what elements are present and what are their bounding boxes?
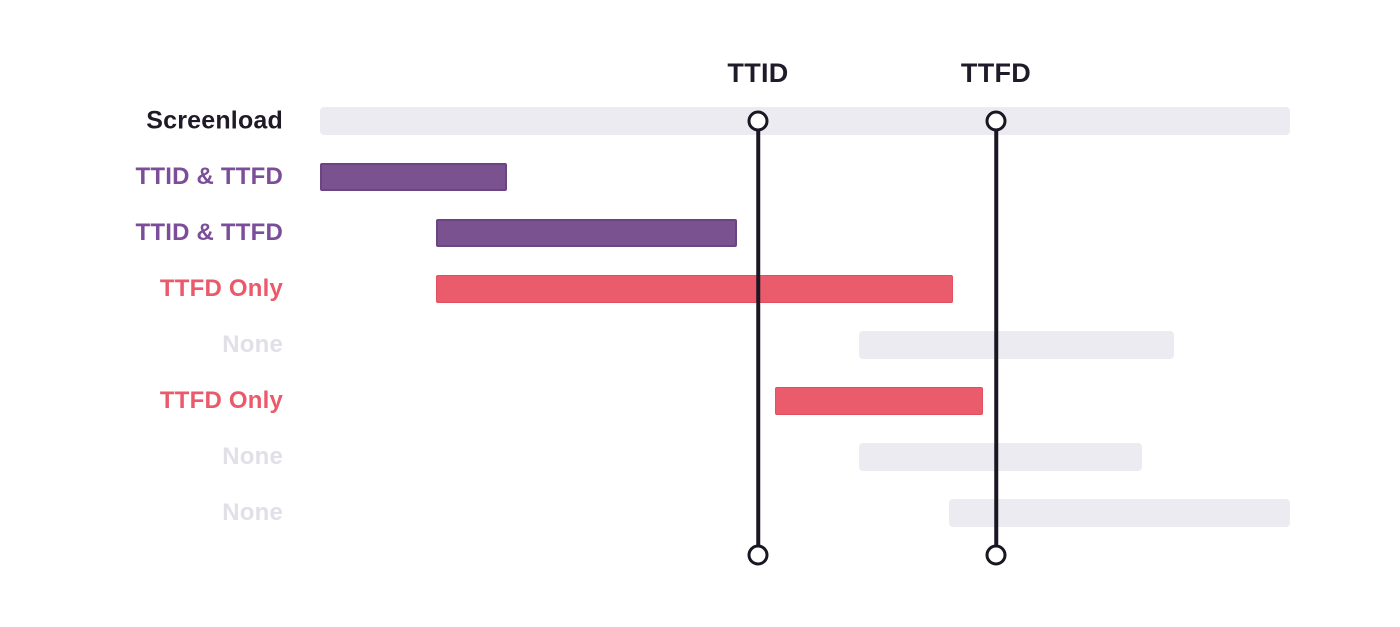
row-label-ttfd-only: TTFD Only [159, 275, 283, 302]
marker-circle-ttid-bottom [747, 544, 769, 566]
bar-none [859, 331, 1174, 359]
row-label-screenload: Screenload [146, 106, 283, 135]
row-label-none: None [222, 443, 283, 470]
row-label-ttid-ttfd: TTID & TTFD [135, 163, 283, 190]
marker-label-ttid: TTID [727, 58, 789, 88]
bar-none [859, 443, 1142, 471]
marker-line-ttfd [994, 121, 998, 555]
bar-ttid-ttfd [436, 219, 737, 247]
bar-ttfd-only [436, 275, 953, 303]
bar-ttfd-only [775, 387, 983, 415]
bar-ttid-ttfd [320, 163, 507, 191]
row-label-none: None [222, 499, 283, 526]
row-label-none: None [222, 331, 283, 358]
bar-screenload [320, 107, 1290, 135]
row-label-ttfd-only: TTFD Only [159, 387, 283, 414]
marker-circle-ttfd-top [985, 110, 1007, 132]
marker-circle-ttid-top [747, 110, 769, 132]
bar-none [949, 499, 1290, 527]
marker-label-ttfd: TTFD [960, 58, 1032, 88]
row-label-ttid-ttfd: TTID & TTFD [135, 219, 283, 246]
marker-circle-ttfd-bottom [985, 544, 1007, 566]
marker-line-ttid [756, 121, 760, 555]
